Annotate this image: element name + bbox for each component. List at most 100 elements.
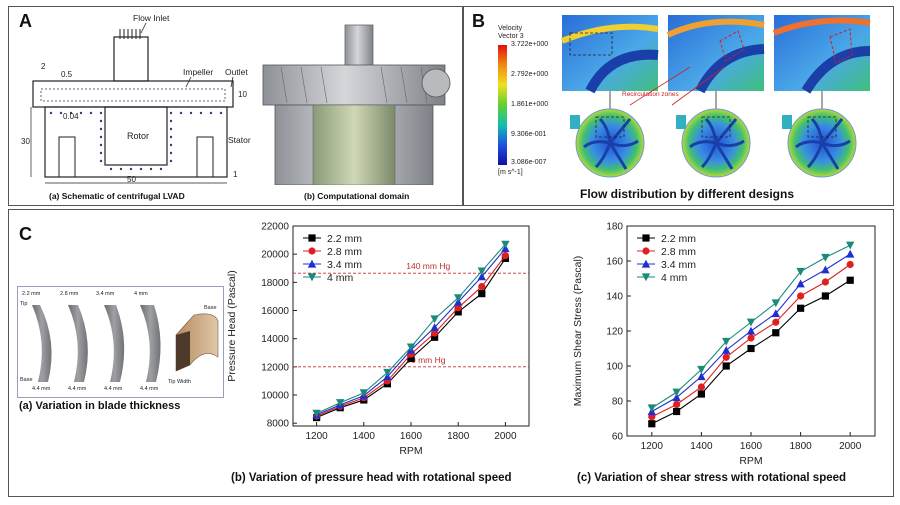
data-point bbox=[359, 389, 368, 398]
tip-label-1: 2.2 mm bbox=[22, 291, 41, 297]
x-tick-label: 1200 bbox=[641, 441, 664, 452]
schematic-rotor bbox=[104, 106, 168, 166]
tip-label-2: 2.8 mm bbox=[60, 291, 79, 297]
reference-line-label: 140 mm Hg bbox=[406, 261, 450, 271]
panel-b-title: Flow distribution by different designs bbox=[580, 187, 795, 201]
legend-label: 2.2 mm bbox=[661, 233, 696, 245]
data-point bbox=[797, 292, 805, 300]
base-label-3: 4.4 mm bbox=[104, 386, 123, 392]
base-label-3d: Base bbox=[204, 305, 217, 311]
blade-illustration: 2.2 mm 2.8 mm 3.4 mm 4 mm Tip Base 4.4 m… bbox=[17, 286, 224, 398]
shear-stress-chart: 1200 1400 1600 1800 2000 60 80 100 120 140 160 180 2… bbox=[572, 222, 876, 464]
data-point bbox=[312, 409, 321, 418]
data-point bbox=[430, 323, 439, 332]
data-point bbox=[796, 279, 805, 288]
shear-caption: (c) Variation of shear stress with rotat… bbox=[577, 472, 847, 484]
schematic-inlet bbox=[113, 36, 149, 82]
data-point bbox=[722, 362, 730, 370]
data-point bbox=[406, 343, 416, 352]
x-tick-label: 1800 bbox=[447, 431, 470, 442]
data-point bbox=[672, 393, 681, 402]
x-tick-label: 1400 bbox=[690, 441, 713, 452]
y-tick-label: 14000 bbox=[261, 334, 289, 345]
data-point bbox=[648, 420, 656, 428]
dim-0-04: 0.04 bbox=[63, 112, 79, 121]
data-point bbox=[747, 334, 755, 342]
y-tick-label: 180 bbox=[606, 222, 623, 233]
data-point bbox=[383, 368, 392, 377]
blade-1 bbox=[32, 305, 52, 382]
legend-tick-1: 3.722e+000 bbox=[511, 41, 549, 48]
data-point bbox=[697, 390, 705, 398]
data-point bbox=[673, 400, 681, 409]
velocity-legend-title-2: Vector 3 bbox=[498, 33, 524, 40]
legend-tick-4: 9.306e-001 bbox=[511, 131, 547, 138]
lvad-schematic: Flow Inlet Impeller Outlet Rotor Stator … bbox=[21, 13, 251, 184]
data-point bbox=[336, 399, 345, 407]
y-tick-label: 140 bbox=[606, 292, 623, 303]
data-point bbox=[673, 407, 681, 416]
schematic-impeller-housing bbox=[32, 80, 234, 108]
velocity-legend-title-1: Velocity bbox=[498, 25, 523, 32]
data-point bbox=[454, 304, 462, 312]
data-point bbox=[747, 344, 755, 353]
x-axis-label: RPM bbox=[399, 445, 422, 457]
panel-a: A Flow Inlet Impeller Outlet Rotor Stato… bbox=[8, 6, 463, 206]
base-label-4: 4.4 mm bbox=[140, 386, 159, 392]
reference-line-label: 90 mm Hg bbox=[406, 355, 445, 365]
data-point bbox=[454, 294, 463, 303]
data-point bbox=[454, 308, 462, 316]
pressure-caption: (b) Variation of pressure head with rota… bbox=[231, 472, 512, 484]
data-point bbox=[501, 251, 509, 260]
data-point bbox=[431, 329, 439, 337]
y-tick-label: 120 bbox=[606, 327, 623, 338]
legend-unit: [m s^-1] bbox=[498, 169, 523, 176]
x-tick-label: 1600 bbox=[740, 441, 763, 452]
x-axis-label: RPM bbox=[739, 455, 762, 464]
data-point bbox=[772, 318, 780, 326]
y-tick-label: 160 bbox=[606, 257, 623, 268]
y-tick-label: 8000 bbox=[267, 419, 290, 430]
x-tick-label: 1400 bbox=[353, 431, 376, 442]
legend-marker bbox=[307, 273, 317, 282]
blade-caption: (a) Variation in blade thickness bbox=[19, 400, 181, 412]
legend-label: 2.8 mm bbox=[327, 246, 362, 258]
plot-area bbox=[292, 225, 530, 427]
computational-domain-render bbox=[262, 24, 451, 185]
x-tick-label: 1200 bbox=[305, 431, 328, 442]
legend-marker bbox=[642, 234, 650, 242]
data-point bbox=[697, 383, 705, 391]
data-point bbox=[821, 265, 830, 274]
dim-0-5: 0.5 bbox=[61, 70, 73, 79]
data-point bbox=[796, 267, 805, 276]
data-point bbox=[746, 326, 756, 335]
data-point bbox=[431, 333, 439, 341]
label-outlet: Outlet bbox=[225, 67, 248, 77]
y-tick-label: 18000 bbox=[261, 278, 289, 289]
x-tick-label: 1800 bbox=[789, 441, 812, 452]
blade-4 bbox=[140, 305, 161, 382]
y-tick-label: 60 bbox=[612, 432, 624, 443]
legend-label: 3.4 mm bbox=[661, 259, 696, 271]
data-point bbox=[722, 346, 731, 354]
dim-2: 2 bbox=[41, 62, 46, 71]
y-tick-label: 16000 bbox=[261, 306, 289, 317]
schematic-caption: (a) Schematic of centrifugal LVAD bbox=[49, 191, 185, 201]
label-stator: Stator bbox=[228, 135, 251, 145]
legend-tick-2: 2.792e+000 bbox=[511, 71, 549, 78]
domain-caption: (b) Computational domain bbox=[304, 191, 410, 201]
base-label-2: 4.4 mm bbox=[68, 386, 87, 392]
data-point bbox=[697, 365, 706, 374]
label-flow-inlet: Flow Inlet bbox=[133, 13, 170, 23]
tip-label-4: 4 mm bbox=[134, 291, 148, 297]
legend-tick-5: 3.086e-007 bbox=[511, 159, 547, 166]
panel-c-letter: C bbox=[19, 224, 32, 244]
y-tick-label: 12000 bbox=[261, 362, 289, 373]
data-point bbox=[846, 276, 854, 284]
base-label-1: 4.4 mm bbox=[32, 386, 51, 392]
data-point bbox=[722, 337, 731, 346]
data-point bbox=[821, 253, 830, 262]
blade-tip-label: Tip bbox=[20, 301, 28, 307]
y-axis-label: Maximum Shear Stress (Pascal) bbox=[572, 256, 584, 407]
dim-1: 1 bbox=[233, 170, 238, 179]
